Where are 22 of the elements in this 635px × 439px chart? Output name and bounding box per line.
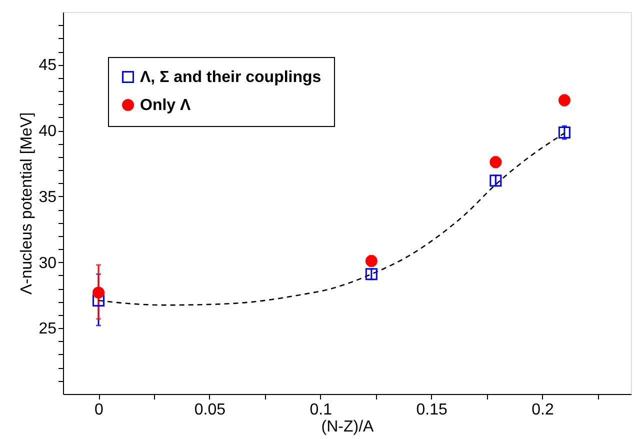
point <box>92 286 104 299</box>
point <box>558 94 570 106</box>
point <box>92 294 104 306</box>
y-tick-label: 30 <box>38 254 57 272</box>
x-tick-label: 0.05 <box>194 402 226 418</box>
point <box>558 126 570 139</box>
point <box>490 156 502 168</box>
point <box>490 174 502 187</box>
point <box>365 254 378 267</box>
x-tick-label: 0 <box>94 402 104 418</box>
point <box>365 268 378 280</box>
x-axis-title: (N-Z)/A <box>321 418 374 436</box>
y-tick-label: 35 <box>38 188 57 206</box>
y-tick-label: 40 <box>38 123 57 140</box>
y-axis-title: Λ-nucleus potential [MeV] <box>18 112 36 295</box>
legend-label: Λ, Σ and their couplings <box>140 69 322 86</box>
x-tick-label: 0.15 <box>416 402 448 418</box>
x-tick-label: 0.2 <box>532 402 554 418</box>
y-tick-label: 45 <box>38 57 57 74</box>
x-tick-label: 0.1 <box>310 402 332 418</box>
y-tick-label: 25 <box>38 320 57 338</box>
legend-label: Only Λ <box>140 97 192 114</box>
